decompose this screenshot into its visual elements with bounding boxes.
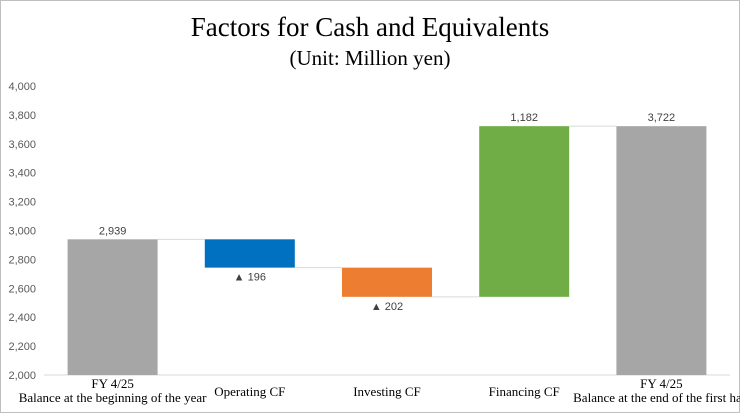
y-tick-label: 3,600 (8, 139, 36, 151)
y-tick-label: 3,400 (8, 168, 36, 180)
y-tick-label: 2,200 (8, 341, 36, 353)
bar (479, 126, 570, 297)
data-label: 3,722 (648, 112, 676, 124)
y-tick-label: 2,800 (8, 254, 36, 266)
y-tick-label: 3,200 (8, 197, 36, 209)
chart-subtitle: (Unit: Million yen) (289, 46, 451, 70)
y-tick-label: 3,000 (8, 226, 36, 238)
x-tick-label: Financing CF (489, 384, 560, 399)
bar (342, 267, 432, 297)
y-tick-label: 2,400 (8, 312, 36, 324)
x-tick-label: Investing CF (353, 384, 421, 399)
bar (616, 126, 707, 376)
data-label: 1,182 (510, 112, 538, 124)
y-tick-label: 3,800 (8, 110, 36, 122)
bar (204, 239, 295, 268)
x-tick-label: Balance at the beginning of the year (19, 390, 207, 405)
x-tick-label: Operating CF (214, 384, 285, 399)
y-tick-label: 2,000 (8, 370, 36, 382)
y-tick-label: 2,600 (8, 283, 36, 295)
chart-title: Factors for Cash and Equivalents (190, 12, 550, 42)
bar (67, 239, 158, 375)
x-tick-label: FY 4/25 (91, 376, 134, 391)
x-tick-label: Balance at the end of the first half (573, 390, 740, 405)
x-tick-label: FY 4/25 (640, 376, 683, 391)
data-label: ▲ 202 (371, 301, 403, 313)
y-tick-label: 4,000 (8, 81, 36, 93)
data-label: ▲ 196 (234, 272, 266, 284)
data-label: 2,939 (99, 225, 127, 237)
